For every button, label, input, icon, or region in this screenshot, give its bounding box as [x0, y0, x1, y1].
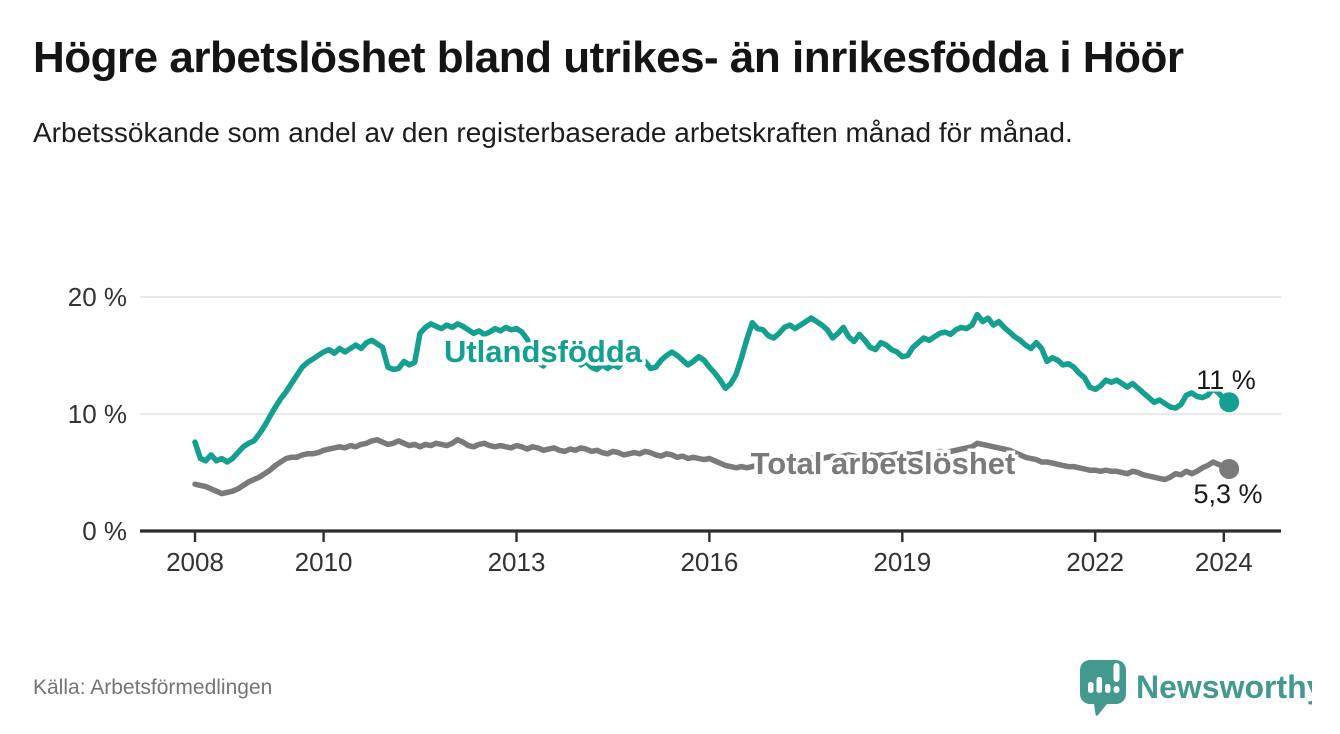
page-subtitle: Arbetssökande som andel av den registerb… — [33, 117, 1073, 149]
utlandsf-dda-line — [192, 311, 1232, 465]
utlandsf-dda-end-dot — [1219, 392, 1240, 413]
newsworthy-logo: Newsworthy — [1080, 660, 1312, 716]
exclamation-stem — [1113, 663, 1120, 682]
brand-name: Newsworthy — [1136, 669, 1312, 705]
chart-header: Högre arbetslöshet bland utrikes- än inr… — [33, 30, 1184, 154]
total-arbetsl-shet-end-dot — [1219, 458, 1240, 479]
exclamation-dot — [1113, 686, 1120, 693]
total-arbetsl-shet-line — [192, 436, 1232, 497]
total-arbetsl-shet-series-label: Total arbetslöshet — [751, 446, 1016, 481]
bar-2 — [1096, 677, 1102, 693]
x-tick-label-2008: 2008 — [166, 547, 224, 577]
newsworthy-bubble-icon — [1080, 660, 1126, 716]
y-tick-label-20: 20 % — [68, 282, 127, 312]
utlandsf-dda-end-value-label: 11 % — [1196, 365, 1256, 395]
x-tick-label-2010: 2010 — [295, 547, 353, 577]
x-tick-label-2013: 2013 — [488, 547, 546, 577]
page-title: Högre arbetslöshet bland utrikes- än inr… — [33, 33, 1184, 82]
bar-1 — [1088, 682, 1094, 693]
utlandsf-dda-series-label: Utlandsfödda — [444, 334, 643, 369]
total-arbetsl-shet-end-value-label: 5,3 % — [1193, 479, 1262, 509]
x-tick-label-2024: 2024 — [1195, 547, 1253, 577]
bar-3 — [1105, 684, 1111, 693]
source-note: Källa: Arbetsförmedlingen — [33, 676, 273, 699]
x-tick-label-2022: 2022 — [1066, 547, 1124, 577]
x-tick-label-2016: 2016 — [680, 547, 738, 577]
x-tick-label-2019: 2019 — [873, 547, 931, 577]
y-tick-label-10: 10 % — [68, 399, 127, 429]
y-tick-label-0: 0 % — [82, 516, 127, 546]
